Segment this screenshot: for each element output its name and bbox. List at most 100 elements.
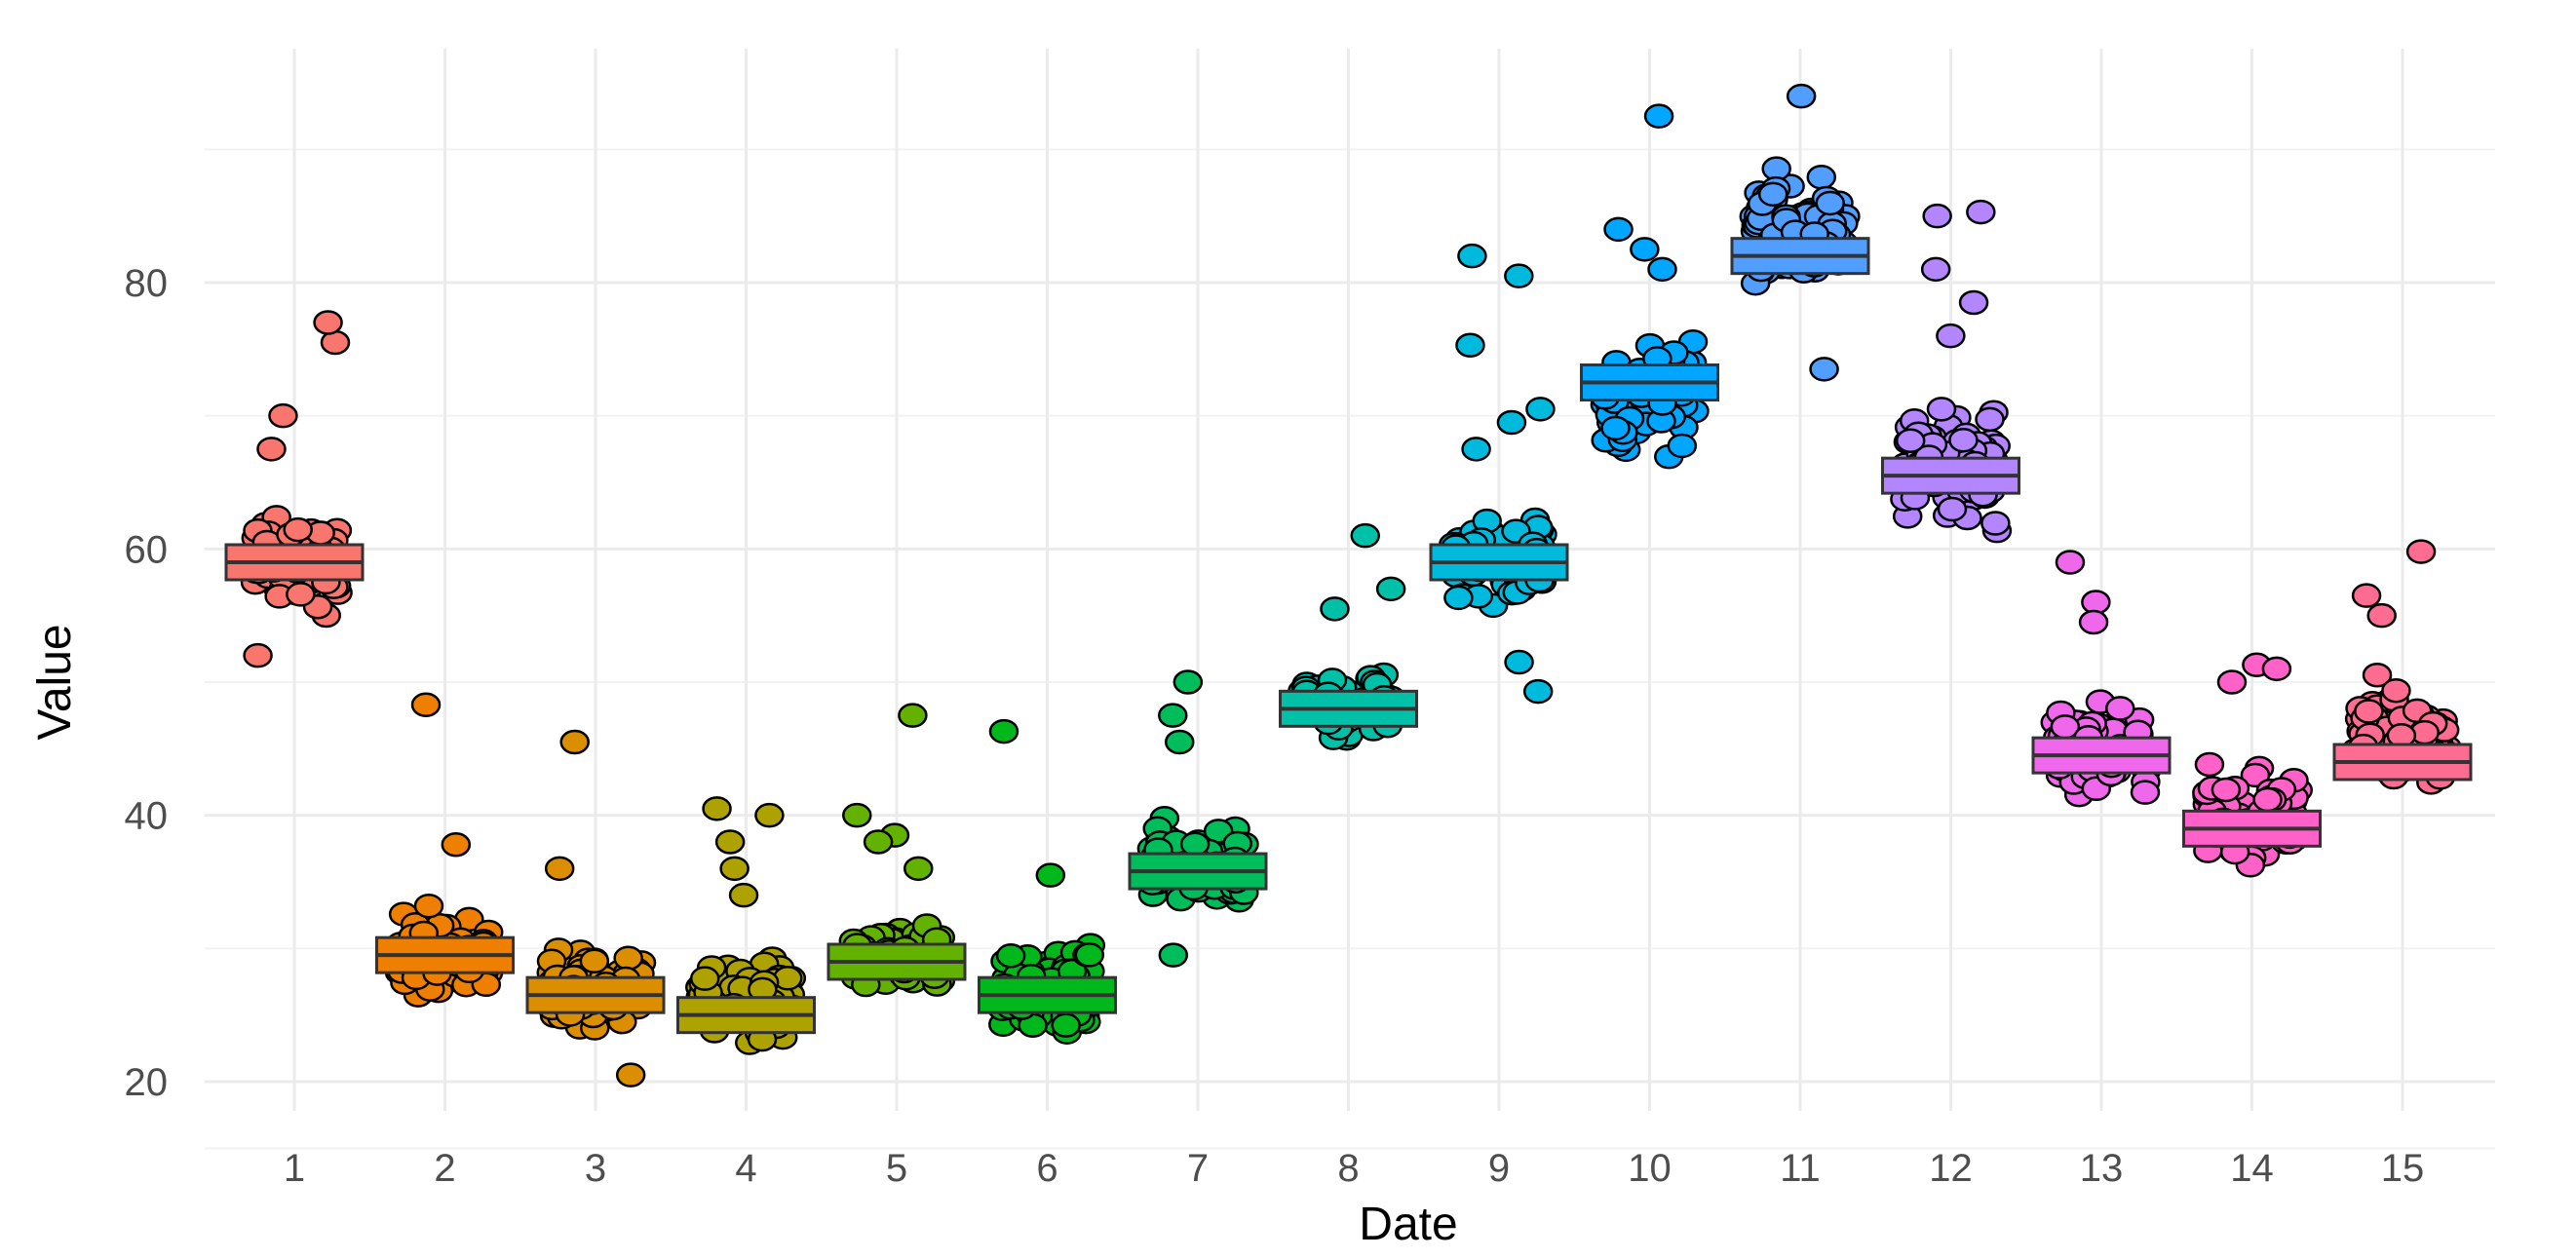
data-point-outlier [863,829,894,855]
data-point [613,945,643,971]
data-point [2194,751,2225,778]
data-point [1806,165,1837,190]
x-tick-label: 7 [1187,1147,1209,1190]
data-point-outlier [559,729,590,755]
data-point [2211,777,2242,803]
y-tick-label: 20 [125,1061,169,1104]
y-tick-label: 80 [125,262,169,305]
data-point [2362,663,2393,688]
data-point-outlier [1455,332,1485,358]
data-point-outlier [842,802,872,828]
data-point [1443,585,1474,611]
data-point [689,966,720,991]
x-tick-label: 11 [1780,1147,1821,1190]
y-axis-title: Value [29,624,81,740]
data-point-outlier [1603,216,1634,243]
x-axis-title: Date [1359,1199,1457,1250]
data-point-outlier [728,882,759,908]
data-point-outlier [1035,862,1066,888]
data-point-outlier [1958,289,1989,316]
data-point-outlier [1457,243,1487,269]
data-point-outlier [2055,550,2086,575]
x-tick-label: 8 [1337,1147,1359,1190]
data-point-outlier [1920,256,1951,283]
data-point [1895,428,1926,453]
data-point [413,893,444,919]
data-point [1937,496,1968,522]
data-point [1074,942,1105,968]
x-tick-label: 10 [1628,1147,1672,1190]
data-point [2252,786,2283,813]
x-tick-label: 1 [284,1147,305,1190]
data-point-outlier [1936,323,1966,349]
data-point-outlier [1525,397,1556,422]
data-point-outlier [1350,522,1380,549]
data-point-outlier [1375,576,1406,602]
y-tick-label: 60 [125,528,169,571]
data-point [2130,780,2161,805]
x-tick-label: 13 [2080,1147,2124,1190]
data-point [2240,762,2271,788]
data-point [1179,831,1211,858]
data-point-outlier [243,642,273,668]
data-point [1980,511,2011,536]
data-point [1948,427,1979,453]
data-point [2354,699,2384,724]
data-point-outlier [2351,583,2382,608]
x-tick-label: 5 [886,1147,907,1190]
x-tick-label: 4 [735,1147,756,1190]
data-point-outlier [1158,942,1189,968]
data-point-outlier [2405,539,2437,564]
y-tick-label: 40 [125,795,169,838]
data-point-outlier [1504,649,1534,675]
x-tick-label: 15 [2381,1147,2425,1190]
x-tick-label: 12 [1929,1147,1973,1190]
data-point [1926,397,1957,422]
data-point [579,948,610,974]
data-point [286,582,316,607]
data-point-outlier [1164,729,1195,755]
x-tick-label: 3 [585,1147,606,1190]
data-point [1051,1012,1081,1038]
data-point-outlier [410,692,442,717]
x-tick-label: 2 [434,1147,455,1190]
data-point [2381,677,2411,704]
data-point-outlier [2366,602,2397,629]
data-point-outlier [256,437,287,462]
data-point-outlier [904,856,934,882]
data-point-outlier [1647,256,1677,283]
data-point-outlier [313,310,343,335]
data-point-outlier [754,802,785,828]
data-point-outlier [1922,203,1952,229]
x-tick-label: 6 [1036,1147,1057,1190]
data-point-outlier [1504,263,1534,288]
data-point-outlier [719,856,750,882]
data-point-outlier [1173,669,1204,695]
data-point-outlier [1643,103,1674,129]
data-point [995,943,1026,969]
x-tick-label: 14 [2230,1147,2274,1190]
data-point-outlier [544,856,575,882]
data-point-outlier [1522,678,1554,705]
data-point-outlier [1809,357,1839,382]
data-point-outlier [1320,596,1350,622]
data-point-outlier [1786,83,1817,109]
data-point-outlier [615,1062,646,1087]
data-point-outlier [441,831,472,858]
mean-markers [224,237,2473,1035]
data-point-outlier [1630,237,1660,262]
data-point-outlier [702,796,732,821]
data-point-outlier [268,402,298,429]
data-point-outlier [1158,703,1188,728]
data-point-outlier [1496,409,1527,436]
data-point-outlier [1966,199,1996,225]
data-point [283,516,313,543]
data-point [1667,433,1698,459]
data-point-outlier [2216,669,2248,695]
data-point-outlier [1461,437,1491,462]
x-tick-label: 9 [1488,1147,1510,1190]
data-point-outlier [2261,656,2292,682]
data-point [1600,415,1631,441]
